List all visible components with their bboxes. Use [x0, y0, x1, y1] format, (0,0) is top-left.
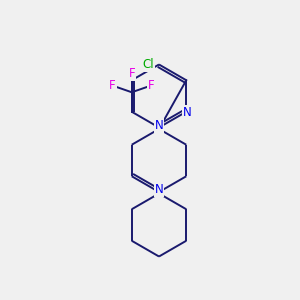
Text: N: N [182, 106, 191, 119]
Text: N: N [154, 183, 164, 196]
Text: F: F [128, 67, 135, 80]
Text: F: F [109, 79, 116, 92]
Text: N: N [154, 119, 164, 132]
Text: F: F [148, 79, 154, 92]
Text: Cl: Cl [143, 58, 154, 71]
